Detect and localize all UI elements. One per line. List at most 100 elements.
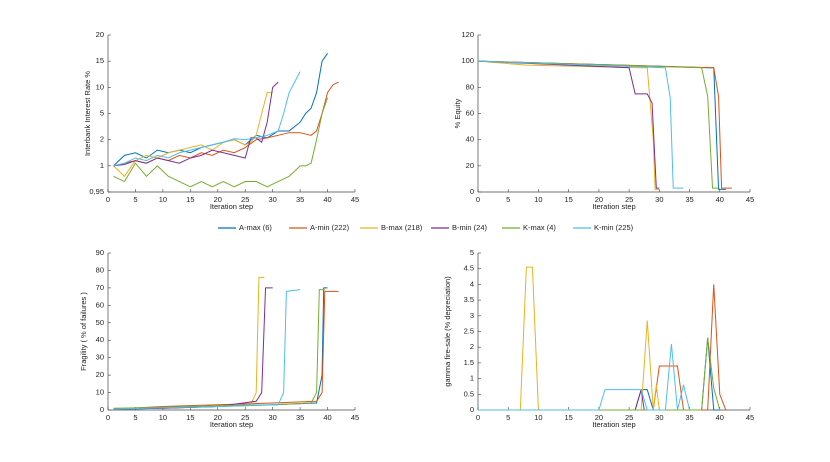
x-tick-label: 10 bbox=[159, 195, 167, 204]
y-tick-label: 5 bbox=[470, 248, 474, 257]
y-axis-label: Fragility ( % of failures ) bbox=[79, 292, 88, 371]
x-tick-label: 35 bbox=[685, 195, 693, 204]
x-tick-label: 30 bbox=[655, 413, 663, 422]
x-tick-label: 15 bbox=[186, 195, 194, 204]
series-line bbox=[477, 60, 720, 189]
x-axis-label: Iteration step bbox=[210, 202, 253, 211]
series-line bbox=[478, 266, 660, 411]
series-line bbox=[113, 290, 339, 410]
series-line bbox=[477, 60, 726, 190]
x-tick-label: 0 bbox=[106, 195, 110, 204]
series-line bbox=[113, 81, 279, 167]
x-tick-label: 20 bbox=[595, 195, 603, 204]
y-axis-label: % Equity bbox=[453, 98, 462, 128]
legend-label: A-min (222) bbox=[310, 223, 350, 232]
y-tick-label: 50 bbox=[96, 318, 104, 327]
x-tick-label: 30 bbox=[268, 195, 276, 204]
series-line bbox=[478, 337, 720, 411]
y-tick-label: 40 bbox=[96, 335, 104, 344]
y-tick-label: 80 bbox=[96, 265, 104, 274]
y-tick-label: 20 bbox=[466, 161, 474, 170]
y-tick-label: 2.5 bbox=[464, 326, 474, 335]
y-tick-label: 100 bbox=[461, 56, 474, 65]
x-tick-label: 10 bbox=[159, 413, 167, 422]
x-tick-label: 0 bbox=[476, 413, 480, 422]
x-tick-label: 10 bbox=[534, 413, 542, 422]
y-tick-label: 30 bbox=[96, 353, 104, 362]
y-tick-label: 60 bbox=[466, 108, 474, 117]
y-tick-label: 70 bbox=[96, 283, 104, 292]
series-line bbox=[113, 287, 273, 410]
x-tick-label: 45 bbox=[746, 195, 754, 204]
series-line bbox=[113, 289, 325, 409]
y-tick-label: 20 bbox=[96, 370, 104, 379]
x-tick-label: 45 bbox=[746, 413, 754, 422]
x-tick-label: 25 bbox=[625, 195, 633, 204]
y-tick-label: 2 bbox=[100, 135, 104, 144]
y-tick-label: 10 bbox=[96, 388, 104, 397]
x-tick-label: 25 bbox=[625, 413, 633, 422]
y-tick-label: 5 bbox=[100, 108, 104, 117]
x-tick-label: 35 bbox=[296, 413, 304, 422]
y-tick-label: 1 bbox=[100, 161, 104, 170]
y-tick-label: 0 bbox=[100, 405, 104, 414]
legend-label: B-max (218) bbox=[381, 223, 423, 232]
legend-label: K-min (225) bbox=[594, 223, 634, 232]
legend-label: A-max (6) bbox=[239, 223, 272, 232]
series-line bbox=[113, 53, 328, 167]
x-tick-label: 25 bbox=[241, 413, 249, 422]
legend-label: B-min (24) bbox=[452, 223, 488, 232]
y-tick-label: 0 bbox=[470, 405, 474, 414]
x-tick-label: 20 bbox=[595, 413, 603, 422]
y-tick-label: 90 bbox=[96, 248, 104, 257]
y-axis-label: Interbank Interest Rate % bbox=[83, 71, 92, 156]
y-tick-label: 40 bbox=[466, 135, 474, 144]
y-axis-label: gamma fire-sale (% depreciation) bbox=[443, 276, 452, 387]
y-tick-label: 0.5 bbox=[464, 389, 474, 398]
y-tick-label: 1.5 bbox=[464, 358, 474, 367]
y-tick-label: 120 bbox=[461, 30, 474, 39]
x-tick-label: 5 bbox=[133, 413, 137, 422]
series-line bbox=[477, 60, 660, 189]
x-tick-label: 45 bbox=[351, 195, 359, 204]
x-tick-label: 5 bbox=[133, 195, 137, 204]
series-line bbox=[478, 389, 660, 411]
y-tick-label: 60 bbox=[96, 300, 104, 309]
y-tick-label: 4.5 bbox=[464, 264, 474, 273]
x-tick-label: 40 bbox=[716, 195, 724, 204]
x-tick-label: 40 bbox=[716, 413, 724, 422]
x-tick-label: 5 bbox=[506, 195, 510, 204]
legend-label: K-max (4) bbox=[523, 223, 556, 232]
x-tick-label: 30 bbox=[655, 195, 663, 204]
x-tick-label: 45 bbox=[351, 413, 359, 422]
y-tick-label: 20 bbox=[96, 30, 104, 39]
series-line bbox=[113, 287, 328, 410]
series-line bbox=[478, 284, 727, 411]
x-tick-label: 35 bbox=[296, 195, 304, 204]
y-tick-label: 3.5 bbox=[464, 295, 474, 304]
y-tick-label: 3 bbox=[470, 311, 474, 320]
series-line bbox=[477, 60, 684, 189]
y-tick-label: 0 bbox=[470, 187, 474, 196]
x-tick-label: 5 bbox=[506, 413, 510, 422]
x-tick-label: 30 bbox=[268, 413, 276, 422]
x-tick-label: 10 bbox=[534, 195, 542, 204]
series-line bbox=[477, 60, 732, 189]
x-tick-label: 40 bbox=[323, 413, 331, 422]
x-tick-label: 0 bbox=[476, 195, 480, 204]
x-tick-label: 15 bbox=[564, 413, 572, 422]
series-line bbox=[477, 60, 660, 190]
y-tick-label: 0,95 bbox=[89, 187, 104, 196]
x-tick-label: 25 bbox=[241, 195, 249, 204]
y-tick-label: 1 bbox=[470, 374, 474, 383]
x-axis-label: Iteration step bbox=[592, 420, 635, 429]
x-axis-label: Iteration step bbox=[210, 420, 253, 429]
series-line bbox=[478, 337, 721, 411]
series-line bbox=[113, 97, 329, 188]
x-tick-label: 20 bbox=[214, 413, 222, 422]
y-tick-label: 10 bbox=[96, 82, 104, 91]
y-tick-label: 2 bbox=[470, 342, 474, 351]
x-tick-label: 35 bbox=[685, 413, 693, 422]
series-line bbox=[478, 344, 691, 411]
